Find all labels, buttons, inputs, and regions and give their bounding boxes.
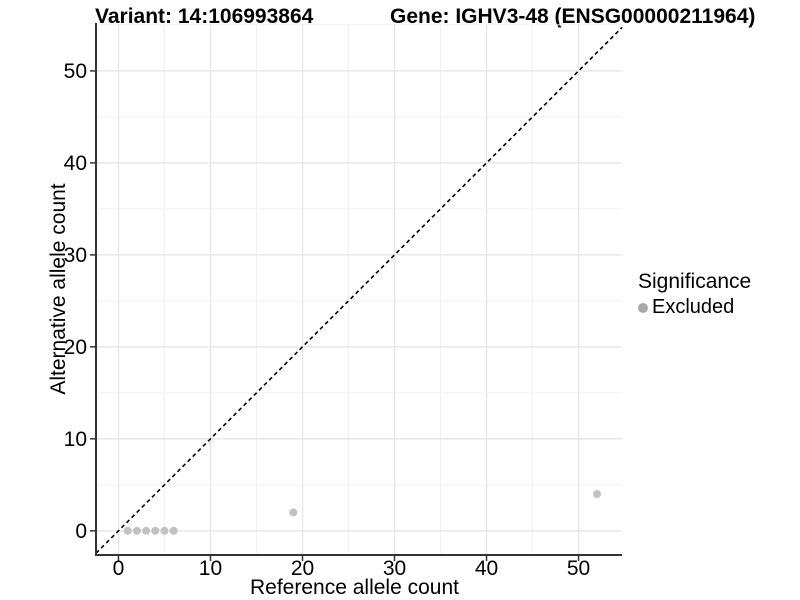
- y-tick-label: 50: [64, 60, 87, 83]
- plot-title-gene: Gene: IGHV3-48 (ENSG00000211964): [390, 5, 756, 28]
- legend-item-label: Excluded: [652, 296, 735, 318]
- legend-key-point-icon: [638, 302, 648, 313]
- identity-dashed-line: [95, 26, 623, 554]
- legend: Significance Excluded: [638, 270, 751, 319]
- y-tick-label: 40: [64, 152, 87, 175]
- data-point: [132, 526, 141, 535]
- x-tick-label: 40: [475, 557, 498, 580]
- data-point: [142, 526, 151, 535]
- data-point: [160, 526, 169, 535]
- data-point: [289, 508, 298, 517]
- y-axis-title: Alternative allele count: [47, 183, 70, 395]
- plot-title-variant: Variant: 14:106993864: [95, 5, 314, 28]
- y-tick-label: 0: [75, 520, 87, 543]
- data-point: [123, 526, 132, 535]
- data-point: [169, 526, 178, 535]
- y-tick-label: 10: [64, 428, 87, 451]
- y-tick-label: 30: [64, 244, 87, 267]
- x-tick-label: 50: [567, 557, 590, 580]
- x-axis-title: Reference allele count: [250, 576, 459, 599]
- x-tick-label: 0: [113, 557, 125, 580]
- x-tick-label: 10: [199, 557, 222, 580]
- legend-item-excluded: Excluded: [638, 296, 751, 319]
- x-tick-label: 30: [383, 557, 406, 580]
- data-point: [151, 526, 160, 535]
- data-point: [593, 490, 601, 498]
- legend-title: Significance: [638, 270, 752, 293]
- y-tick-label: 20: [64, 336, 87, 359]
- x-tick-label: 20: [291, 557, 314, 580]
